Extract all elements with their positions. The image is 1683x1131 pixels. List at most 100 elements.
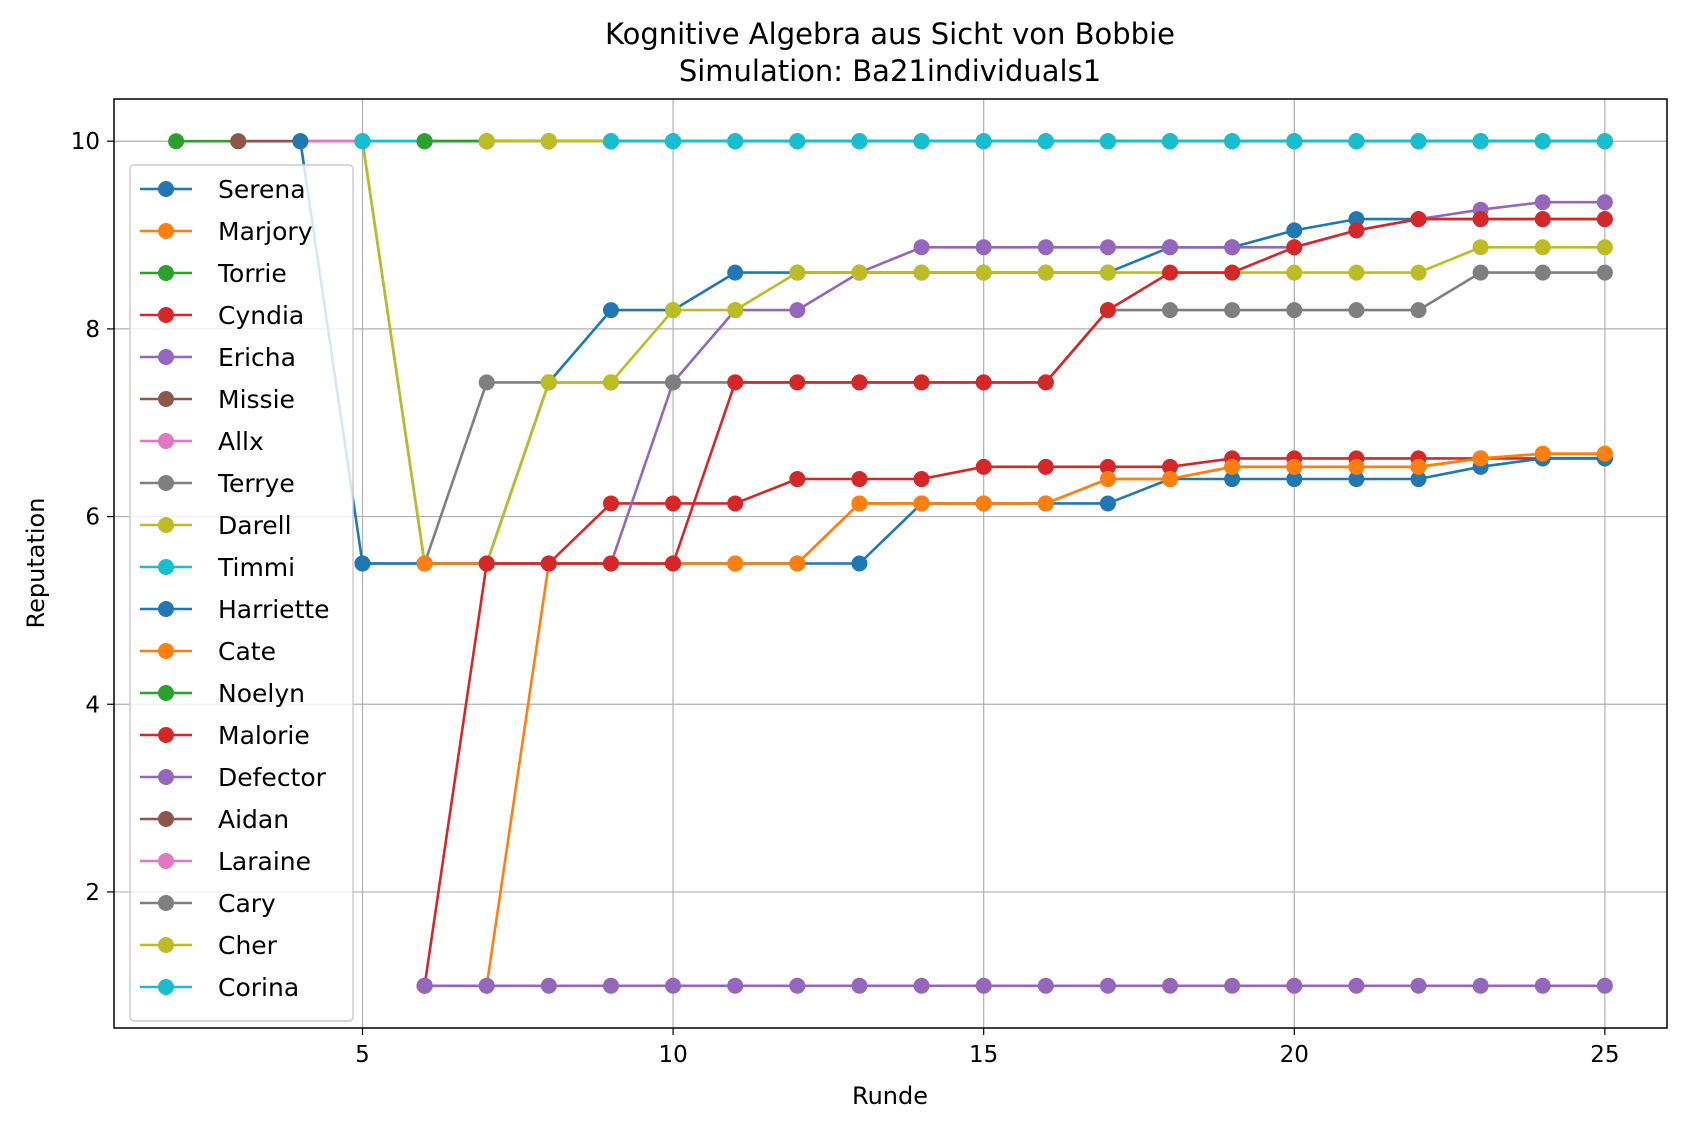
data-point xyxy=(1596,211,1613,228)
legend-label: Cyndia xyxy=(218,301,304,330)
data-point xyxy=(1534,445,1551,462)
legend-marker xyxy=(158,895,174,911)
data-point xyxy=(1410,471,1427,488)
data-point xyxy=(1410,264,1427,281)
legend-label: Marjory xyxy=(218,217,313,246)
legend-marker xyxy=(158,349,174,365)
data-point xyxy=(1472,211,1489,228)
data-point xyxy=(1286,302,1303,319)
data-point xyxy=(1037,133,1054,150)
data-point xyxy=(1162,239,1179,256)
data-point xyxy=(851,133,868,150)
series-layer xyxy=(168,133,1613,994)
data-point xyxy=(851,977,868,994)
data-point xyxy=(1534,239,1551,256)
data-point xyxy=(1037,264,1054,281)
legend-marker xyxy=(158,307,174,323)
legend-item: Cyndia xyxy=(140,301,304,330)
legend-item: Terrye xyxy=(140,469,295,498)
data-point xyxy=(1596,239,1613,256)
data-point xyxy=(727,302,744,319)
data-point xyxy=(416,555,433,572)
x-tick-label: 5 xyxy=(355,1042,370,1068)
x-tick-label: 10 xyxy=(658,1042,687,1068)
data-point xyxy=(913,133,930,150)
y-tick-label: 4 xyxy=(85,692,100,718)
data-point xyxy=(540,977,557,994)
x-tick-label: 15 xyxy=(969,1042,998,1068)
data-point xyxy=(789,133,806,150)
data-point xyxy=(789,264,806,281)
data-point xyxy=(602,977,619,994)
data-point xyxy=(1162,471,1179,488)
data-point xyxy=(602,133,619,150)
data-point xyxy=(1286,264,1303,281)
data-point xyxy=(1596,133,1613,150)
series-defector xyxy=(416,977,1613,994)
legend-label: Timmi xyxy=(217,553,295,582)
data-point xyxy=(727,555,744,572)
data-point xyxy=(913,495,930,512)
data-point xyxy=(1596,977,1613,994)
data-point xyxy=(1534,264,1551,281)
y-axis-label: Reputation xyxy=(22,498,50,629)
data-point xyxy=(913,977,930,994)
data-point xyxy=(789,555,806,572)
data-point xyxy=(665,495,682,512)
data-point xyxy=(1348,302,1365,319)
legend-label: Laraine xyxy=(218,847,311,876)
chart-title: Kognitive Algebra aus Sicht von Bobbie xyxy=(605,17,1175,51)
legend-item: Defector xyxy=(140,763,327,792)
legend-marker xyxy=(158,853,174,869)
legend-label: Harriette xyxy=(218,595,330,624)
data-point xyxy=(1037,495,1054,512)
data-point xyxy=(727,374,744,391)
data-point xyxy=(789,302,806,319)
data-point xyxy=(1410,133,1427,150)
data-point xyxy=(1224,977,1241,994)
data-point xyxy=(1472,450,1489,467)
data-point xyxy=(913,264,930,281)
data-point xyxy=(1472,977,1489,994)
legend-label: Missie xyxy=(218,385,295,414)
legend-item: Missie xyxy=(140,385,295,414)
data-point xyxy=(1534,211,1551,228)
data-point xyxy=(727,495,744,512)
data-point xyxy=(727,264,744,281)
legend-label: Allx xyxy=(218,427,264,456)
data-point xyxy=(975,133,992,150)
data-point xyxy=(478,977,495,994)
data-point xyxy=(975,977,992,994)
legend-label: Ericha xyxy=(218,343,296,372)
legend-marker xyxy=(158,685,174,701)
legend-marker xyxy=(158,937,174,953)
data-point xyxy=(975,264,992,281)
legend-marker xyxy=(158,643,174,659)
axis-ticks: 5 10 15 20 25 2 4 6 8 10 xyxy=(71,129,1620,1068)
data-point xyxy=(1410,458,1427,475)
data-point xyxy=(292,133,309,150)
legend-item: Allx xyxy=(140,427,264,456)
data-point xyxy=(540,133,557,150)
legend-marker xyxy=(158,517,174,533)
data-point xyxy=(1410,211,1427,228)
y-tick-label: 8 xyxy=(85,317,100,343)
data-point xyxy=(602,555,619,572)
data-point xyxy=(1037,458,1054,475)
data-point xyxy=(727,977,744,994)
data-point xyxy=(851,374,868,391)
data-point xyxy=(1472,133,1489,150)
data-point xyxy=(1348,222,1365,239)
legend-label: Terrye xyxy=(217,469,295,498)
y-tick-label: 2 xyxy=(85,880,100,906)
data-point xyxy=(1472,239,1489,256)
data-point xyxy=(913,471,930,488)
legend-item: Aidan xyxy=(140,805,289,834)
data-point xyxy=(1286,977,1303,994)
data-point xyxy=(1099,239,1116,256)
data-point xyxy=(1348,471,1365,488)
data-point xyxy=(789,977,806,994)
data-point xyxy=(354,133,371,150)
data-point xyxy=(1099,458,1116,475)
data-point xyxy=(851,471,868,488)
